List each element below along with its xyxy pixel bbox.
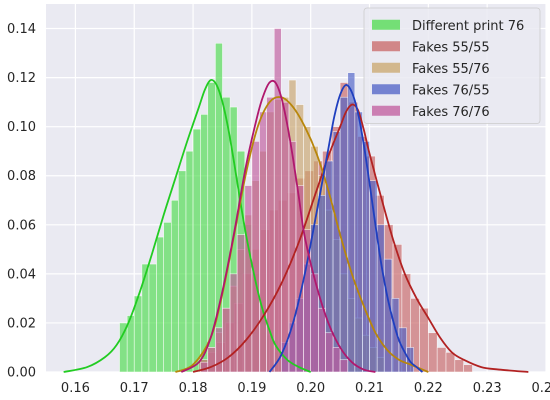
kde-line-fakes-76-55 — [268, 84, 424, 373]
histogram-bar — [318, 307, 326, 373]
histogram-bar — [383, 258, 393, 373]
y-tick-label: 0.14 — [7, 22, 36, 37]
x-tick-label: 0.17 — [120, 381, 149, 396]
histogram-bar — [178, 170, 187, 373]
x-tick-label: 0.21 — [355, 381, 384, 396]
histogram-bar — [454, 359, 464, 373]
y-tick-label: 0.08 — [7, 169, 36, 184]
histogram-bar — [163, 222, 172, 373]
histogram-bar — [156, 236, 164, 373]
histogram-bar — [339, 96, 349, 373]
histogram-bar — [445, 352, 456, 373]
histogram-bar — [200, 114, 209, 373]
legend-swatch — [372, 105, 400, 116]
histogram-bar — [148, 263, 157, 373]
legend-swatch — [372, 41, 400, 52]
histogram-bar — [251, 141, 260, 373]
y-tick-label: 0.00 — [7, 366, 36, 381]
histogram-bar — [236, 234, 246, 373]
histogram-bar — [406, 347, 414, 373]
kde-curves — [63, 78, 529, 373]
y-tick-label: 0.04 — [7, 267, 36, 282]
legend-box — [363, 7, 541, 124]
x-tick-label: 0.23 — [473, 381, 502, 396]
x-tick-label: 0.18 — [179, 381, 208, 396]
legend: Different print 76 Fakes 55/55 Fakes 55/76… — [363, 7, 541, 124]
histogram-bar — [229, 273, 238, 373]
histogram-bar — [133, 295, 143, 373]
histogram-bar — [347, 72, 356, 373]
histogram-bar — [295, 185, 304, 373]
histogram-bar — [419, 307, 429, 373]
kde-line-different-print-76 — [63, 78, 312, 373]
x-tick-label: 0.16 — [61, 381, 90, 396]
y-tick-label: 0.02 — [7, 316, 36, 331]
histogram-bar — [339, 359, 349, 373]
histogram-bar — [325, 332, 334, 373]
histogram-bar — [192, 128, 202, 373]
x-tick-label: 0.24 — [532, 381, 550, 396]
kde-line-fakes-76-76 — [180, 79, 376, 373]
histogram-bar — [428, 332, 438, 373]
y-tick-label: 0.12 — [7, 71, 36, 86]
x-axis-tick-labels: 0.16 0.17 0.18 0.19 0.20 0.21 0.22 0.23 0.24 — [61, 381, 550, 396]
y-axis-tick-labels: 0.00 0.02 0.04 0.06 0.08 0.10 0.12 0.14 — [7, 22, 36, 380]
legend-label: Fakes 76/55 — [412, 83, 490, 98]
legend-label: Fakes 76/76 — [412, 105, 490, 120]
histogram-bar — [185, 150, 194, 373]
histogram-bar — [354, 111, 363, 373]
legend-label: Fakes 55/55 — [412, 40, 490, 55]
x-tick-label: 0.20 — [296, 381, 325, 396]
y-tick-label: 0.10 — [7, 120, 36, 135]
histogram-bar — [170, 199, 179, 373]
histogram-bar — [463, 364, 473, 373]
legend-swatch — [372, 62, 400, 73]
histogram-bar — [119, 322, 128, 373]
histogram-bar — [436, 347, 447, 373]
y-tick-label: 0.06 — [7, 218, 36, 233]
legend-swatch — [372, 84, 400, 95]
legend-label: Fakes 55/76 — [412, 62, 490, 77]
histogram-bar — [280, 101, 290, 373]
histogram-bar — [259, 111, 267, 373]
histogram-bar — [244, 185, 253, 373]
legend-label: Different print 76 — [412, 19, 524, 34]
x-tick-label: 0.19 — [237, 381, 266, 396]
histogram-bar — [222, 307, 231, 373]
x-tick-label: 0.22 — [414, 381, 443, 396]
histogram-bar — [332, 347, 341, 373]
histogram-bar — [273, 28, 282, 373]
legend-swatch — [372, 19, 400, 30]
kde-line-fakes-55-55 — [192, 103, 529, 373]
